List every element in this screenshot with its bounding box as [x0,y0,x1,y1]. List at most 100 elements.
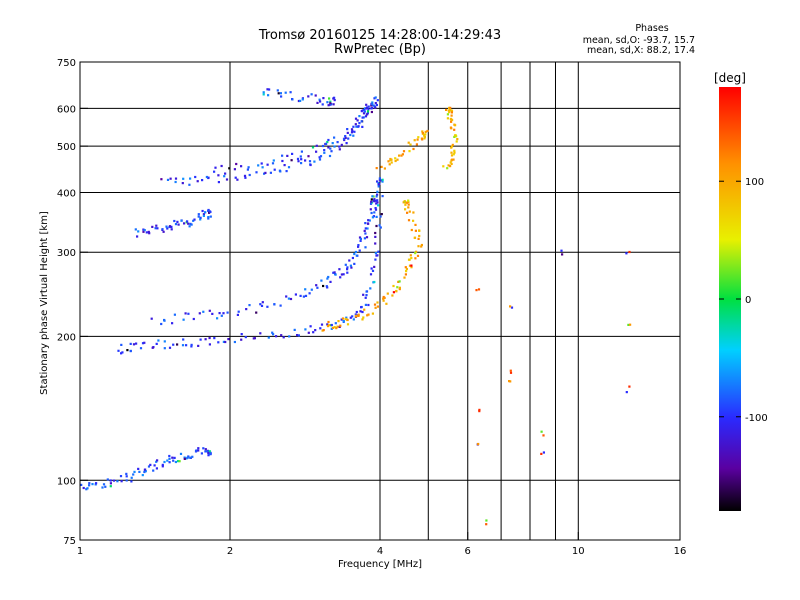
data-point-0-1-12-7 [376,190,379,193]
data-point-0-5-3-6 [192,219,195,222]
data-point-0-3-6-6 [350,128,354,131]
data-point-0-1-13-2 [379,179,382,182]
data-point-0-6-2-2 [316,101,319,104]
data-point-0-2-4-3 [308,292,311,295]
data-point-0-2-0-0 [150,317,153,320]
data-point-1-0-9-5 [404,201,407,204]
data-point-1-0-1-0 [337,320,340,323]
data-point-0-3-9-0 [374,102,377,105]
data-point-0-5-0-1 [136,235,139,238]
data-point-0-2-3-0 [266,305,269,308]
data-point-0-3-4-7 [318,156,321,159]
data-point-0-2-4-6 [315,284,318,287]
data-point-0-0-3-5 [144,470,147,473]
data-point-0-0-7-6 [204,450,207,453]
data-point-0-4-5-2 [360,120,363,123]
y-tick-label-75: 75 [63,536,76,547]
data-point-0-1-7-1 [330,323,333,327]
data-point-0-3-0-8 [189,177,192,180]
data-point-0-4-2-6 [307,155,310,158]
data-point-0-6-2-1 [314,94,317,97]
data-point-0-4-6-3 [361,109,364,112]
data-point-0-0-0-6 [91,483,94,486]
data-point-0-1-12-0 [379,215,382,218]
data-point-0-4-0-7 [240,165,243,168]
data-point-0-4-6-1 [366,110,370,113]
data-point-1-0-3-0 [376,305,379,308]
data-point-0-1-4-1 [233,340,236,344]
data-point-0-2-7-2 [353,262,356,265]
data-point-0-1-8-3 [354,313,357,316]
data-point-0-1-0-7 [129,342,132,345]
data-point-0-3-8-5 [374,106,377,109]
data-point-0-1-11-6 [375,224,378,228]
data-point-0-1-12-4 [376,199,379,202]
data-point-0-3-6-5 [353,130,356,133]
data-point-0-0-4-1 [155,467,158,470]
data-point-0-4-0-3 [220,164,223,168]
data-point-0-3-3-1 [273,168,276,171]
data-point-0-6-1-4 [297,99,300,103]
data-point-1-0-0-4 [326,325,330,328]
data-point-0-3-6-1 [347,137,350,140]
data-point-1-0-3-5 [385,302,388,305]
data-point-1-0-2-1 [361,318,364,321]
data-point-0-6-3-2 [327,104,330,107]
data-point-1-2-1-7 [455,140,458,143]
data-point-0-5-3-7 [193,218,196,221]
stats-heading: Phases [635,23,668,34]
data-point-1-2-3-1 [454,124,457,127]
data-point-0-3-8-6 [370,107,373,110]
data-point-0-1-6-7 [326,323,329,326]
data-point-1-2-4-5 [448,111,451,114]
data-point-0-3-0-2 [169,177,172,180]
data-point-2-0-6-1 [509,369,512,372]
data-point-0-5-0-6 [143,229,146,232]
data-point-0-0-8-4 [204,448,207,451]
data-point-2-0-0-1 [477,288,481,291]
data-point-0-2-9-8 [367,219,370,222]
data-point-0-4-5-6 [364,115,368,118]
data-point-0-2-10-4 [374,208,378,211]
data-point-1-1-3-5 [424,133,427,136]
data-point-0-0-3-0 [138,470,141,473]
data-point-0-2-4-8 [320,279,323,282]
data-point-0-1-3-3 [208,336,211,340]
data-point-0-1-10-2 [371,269,375,272]
data-point-0-2-9-4 [368,219,371,222]
data-point-1-0-2-4 [367,313,370,316]
data-point-0-3-5-5 [333,145,336,148]
data-point-0-1-10-4 [370,267,373,270]
data-point-0-4-3-6 [327,138,330,142]
data-point-0-2-7-3 [351,256,354,260]
data-point-0-5-4-2 [199,218,202,221]
data-point-1-1-2-4 [416,138,419,141]
data-point-0-4-0-4 [228,167,231,170]
data-point-1-1-2-8 [424,130,427,133]
data-point-0-0-6-0 [179,452,183,455]
data-point-0-4-4-0 [336,141,339,144]
data-point-1-0-9-8 [405,201,409,204]
data-point-0-5-4-3 [199,216,202,219]
data-point-0-5-5-6 [208,211,211,214]
data-point-0-4-3-8 [333,136,336,139]
data-point-0-3-3-0 [269,171,272,174]
data-point-0-5-4-7 [202,214,205,217]
data-point-0-4-2-1 [291,152,294,155]
data-point-1-1-0-1 [380,165,383,168]
data-point-0-4-4-8 [356,119,359,122]
data-point-0-5-3-3 [186,220,189,223]
data-point-0-2-4-7 [322,284,325,288]
data-point-1-2-0-2 [449,165,452,168]
data-point-0-4-1-5 [272,159,275,162]
data-point-1-0-2-8 [374,306,377,309]
data-point-0-1-6-5 [319,327,322,330]
data-point-0-2-3-3 [279,304,282,307]
data-point-2-0-11-1 [625,391,628,394]
data-point-0-2-2-4 [248,304,251,307]
data-point-0-3-5-4 [330,150,333,153]
data-point-1-2-2-7 [449,126,452,129]
data-point-0-0-8-1 [207,454,210,457]
data-point-0-5-2-5 [173,219,176,223]
data-point-0-2-10-5 [369,202,373,205]
